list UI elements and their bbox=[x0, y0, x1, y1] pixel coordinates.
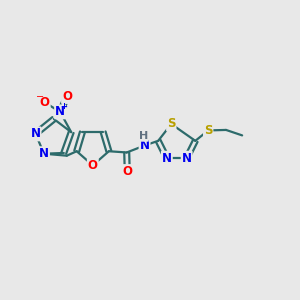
Text: O: O bbox=[88, 159, 98, 172]
Text: N: N bbox=[31, 128, 40, 140]
Text: O: O bbox=[62, 90, 72, 103]
Text: S: S bbox=[167, 118, 176, 130]
Text: +: + bbox=[60, 102, 67, 111]
Text: S: S bbox=[204, 124, 212, 137]
Text: O: O bbox=[122, 165, 132, 178]
Text: N: N bbox=[39, 147, 49, 160]
Text: −: − bbox=[36, 92, 44, 102]
Text: O: O bbox=[40, 96, 50, 109]
Text: H: H bbox=[139, 131, 148, 141]
Text: N: N bbox=[182, 152, 192, 165]
Text: N: N bbox=[140, 139, 150, 152]
Text: N: N bbox=[55, 105, 65, 119]
Text: N: N bbox=[162, 152, 172, 165]
